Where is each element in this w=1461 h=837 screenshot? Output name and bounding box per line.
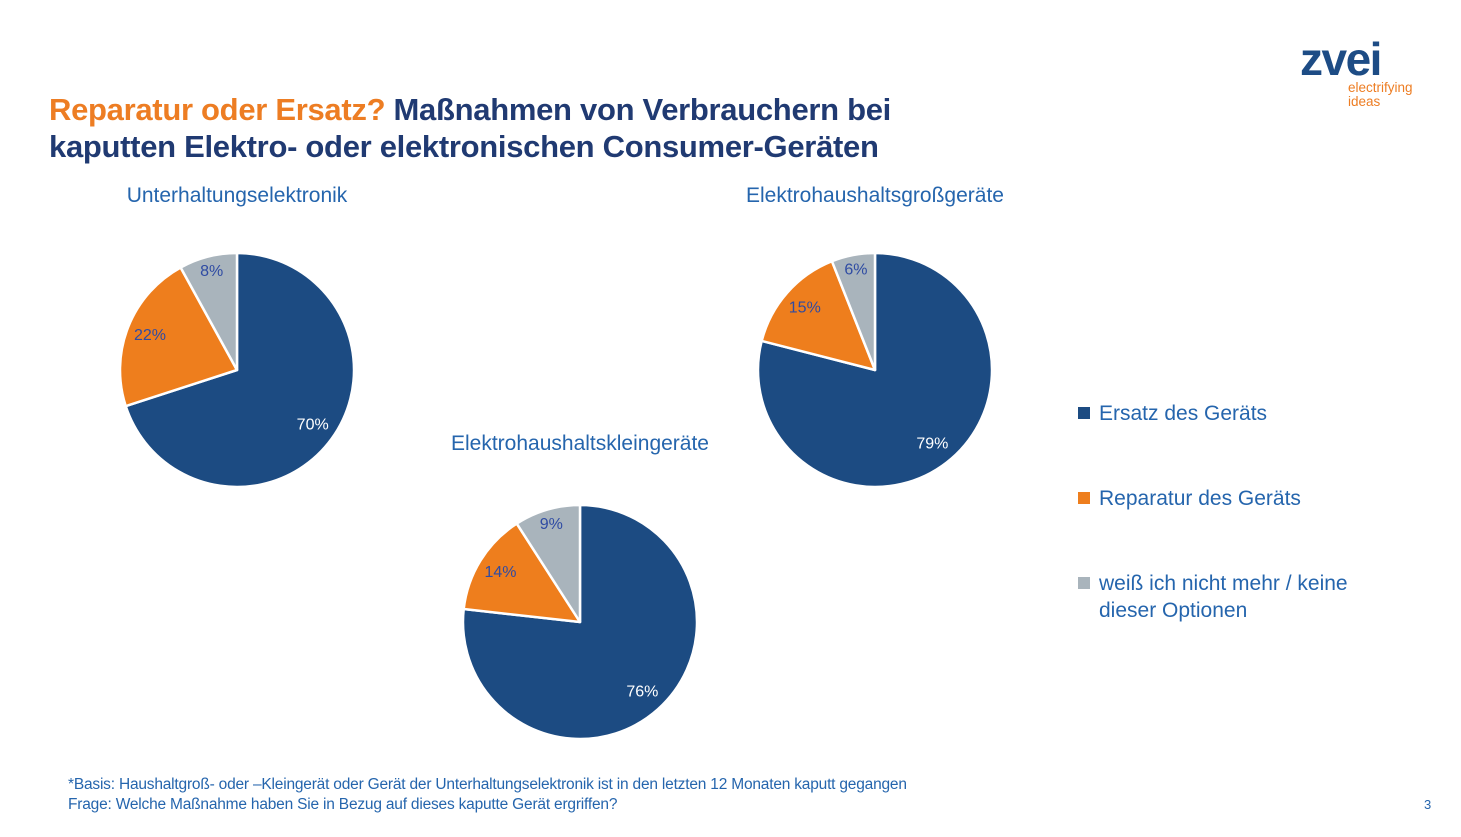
legend: Ersatz des Geräts Reparatur des Geräts w…	[1078, 400, 1398, 624]
pie-slice-label: 15%	[789, 300, 821, 317]
legend-label-weiss-nicht: weiß ich nicht mehr / keine dieser Optio…	[1099, 572, 1348, 622]
legend-item-weiss-nicht: weiß ich nicht mehr / keine dieser Optio…	[1078, 570, 1398, 624]
pie-slice	[124, 251, 356, 489]
pie-chart-unterhaltungselektronik: 70% 22% 8%	[118, 251, 356, 489]
page-title: Reparatur oder Ersatz? Maßnahmen von Ver…	[49, 91, 1109, 165]
pie-chart-elektrohaushaltskleingeraete: 76% 14% 9%	[461, 503, 699, 741]
zvei-logo: zvei electrifying ideas	[1300, 33, 1413, 109]
legend-label-reparatur: Reparatur des Geräts	[1099, 487, 1301, 510]
pie-title-elektrohaushaltskleingeraete: Elektrohaushaltskleingeräte	[451, 432, 709, 455]
zvei-tagline-line2: ideas	[1348, 94, 1381, 109]
pie-slice	[462, 522, 582, 624]
pie-slice	[179, 251, 239, 372]
legend-label-ersatz: Ersatz des Geräts	[1099, 402, 1268, 425]
pie-slice-label: 70%	[297, 417, 329, 434]
pie-slice-label: 8%	[200, 263, 223, 280]
pie-slice	[830, 251, 877, 372]
pie-slice-label: 9%	[540, 516, 563, 533]
page-title-line2: kaputten Elektro- oder elektronischen Co…	[49, 128, 879, 164]
footnote: *Basis: Haushaltgroß- oder –Kleingerät o…	[68, 775, 907, 815]
legend-swatch-ersatz-icon	[1078, 407, 1090, 419]
footnote-frage: Frage: Welche Maßnahme haben Sie in Bezu…	[68, 796, 618, 813]
zvei-logo-wordmark: zvei	[1300, 33, 1382, 85]
zvei-tagline-line1: electrifying	[1348, 80, 1413, 95]
zvei-logo-tagline: electrifying ideas	[1348, 81, 1413, 109]
footnote-basis: *Basis: Haushaltgroß- oder –Kleingerät o…	[68, 776, 907, 793]
legend-swatch-reparatur-icon	[1078, 492, 1090, 504]
pie-slice-label: 76%	[626, 683, 658, 700]
page-title-line1-rest: Maßnahmen von Verbrauchern bei	[385, 91, 892, 127]
legend-item-ersatz: Ersatz des Geräts	[1078, 400, 1398, 427]
pie-slice-label: 6%	[844, 262, 867, 279]
pie-title-elektrohaushaltsgrossgeraete: Elektrohaushaltsgroßgeräte	[746, 184, 1004, 207]
pie-slice-label: 14%	[484, 564, 516, 581]
pie-slice-label: 79%	[916, 436, 948, 453]
legend-swatch-weiss-nicht-icon	[1078, 577, 1090, 589]
page-number: 3	[1424, 797, 1432, 812]
pie-chart-elektrohaushaltsgrossgeraete: 79% 15% 6%	[756, 251, 994, 489]
pie-slice	[118, 266, 239, 408]
pie-slice	[760, 259, 877, 372]
pie-slice-label: 22%	[134, 327, 166, 344]
legend-item-reparatur: Reparatur des Geräts	[1078, 485, 1398, 512]
page-title-highlight: Reparatur oder Ersatz?	[49, 91, 386, 127]
pie-slice	[515, 503, 582, 624]
pie-title-unterhaltungselektronik: Unterhaltungselektronik	[126, 184, 348, 207]
